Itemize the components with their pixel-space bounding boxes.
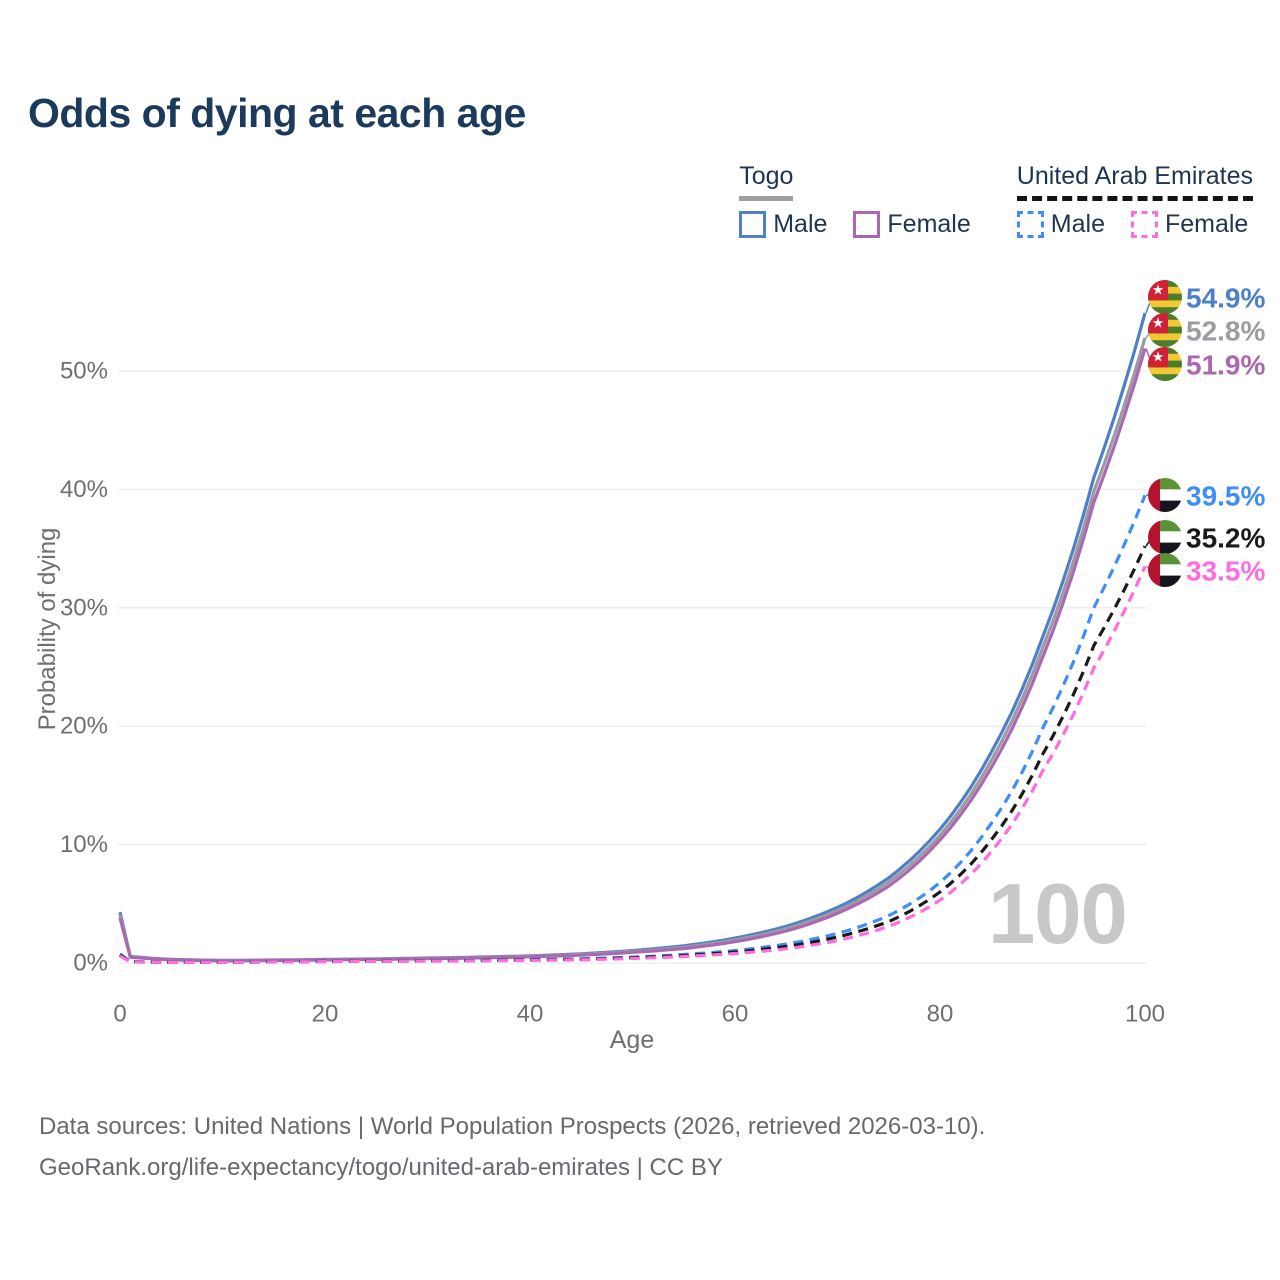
legend-item-togo-female[interactable]: Female bbox=[853, 210, 971, 239]
flag-icon-togo: ★ bbox=[1148, 280, 1182, 314]
legend-label: Female bbox=[887, 210, 971, 238]
footer-sources-line: Data sources: United Nations | World Pop… bbox=[39, 1113, 986, 1140]
legend-header-uae: United Arab Emirates bbox=[1016, 162, 1253, 201]
end-value-label-togo-female: 51.9% bbox=[1186, 350, 1265, 381]
end-value-label-togo-both: 52.8% bbox=[1186, 316, 1265, 347]
x-tick-label: 100 bbox=[1125, 1001, 1165, 1028]
footer-attribution-line: GeoRank.org/life-expectancy/togo/united-… bbox=[39, 1154, 723, 1181]
uae-female-swatch-icon bbox=[1130, 211, 1158, 238]
end-value-label-togo-male: 54.9% bbox=[1186, 283, 1265, 314]
series-line-uae-female bbox=[119, 565, 1147, 964]
y-tick-label: 0% bbox=[73, 950, 108, 977]
svg-text:★: ★ bbox=[1152, 316, 1165, 332]
legend-label: Female bbox=[1164, 210, 1249, 238]
legend-label: Male bbox=[1050, 210, 1105, 238]
legend-items-togo: Male Female bbox=[739, 210, 971, 239]
x-axis-title: Age bbox=[609, 1026, 655, 1054]
legend-group-togo: Togo Male Female bbox=[739, 162, 971, 239]
page-title: Odds of dying at each age bbox=[28, 90, 526, 136]
y-tick-label: 50% bbox=[60, 358, 108, 385]
end-value-label-uae-both: 35.2% bbox=[1186, 523, 1265, 554]
legend-items-uae: Male Female bbox=[1016, 210, 1253, 239]
legend-label: Male bbox=[773, 210, 828, 238]
series-line-uae-male bbox=[119, 494, 1147, 964]
legend: Togo Male Female United Arab Emirates Ma… bbox=[739, 162, 1253, 239]
y-axis-title: Probability of dying bbox=[34, 527, 61, 731]
age-watermark: 100 bbox=[988, 867, 1128, 962]
uae-male-swatch-icon bbox=[1016, 211, 1044, 238]
flag-icon-uae bbox=[1148, 478, 1182, 512]
togo-female-swatch-icon bbox=[853, 211, 881, 238]
svg-text:★: ★ bbox=[1152, 283, 1165, 299]
series-line-togo-both bbox=[118, 337, 1147, 963]
x-tick-label: 0 bbox=[113, 1001, 126, 1028]
togo-male-swatch-icon bbox=[739, 211, 767, 238]
series-line-togo-male bbox=[118, 312, 1147, 962]
y-tick-label: 30% bbox=[60, 594, 108, 621]
flag-icon-uae bbox=[1148, 553, 1182, 587]
flag-icon-togo: ★ bbox=[1148, 347, 1182, 381]
legend-group-uae: United Arab Emirates Male Female bbox=[1016, 162, 1253, 239]
end-value-label-uae-male: 39.5% bbox=[1186, 481, 1265, 512]
footer: Data sources: United Nations | World Pop… bbox=[39, 1106, 985, 1188]
legend-item-uae-male[interactable]: Male bbox=[1016, 210, 1105, 239]
y-tick-label: 10% bbox=[60, 831, 108, 858]
end-value-label-uae-female: 33.5% bbox=[1186, 556, 1265, 587]
x-tick-label: 20 bbox=[312, 1001, 339, 1028]
x-tick-label: 60 bbox=[722, 1001, 749, 1028]
x-tick-label: 40 bbox=[517, 1001, 544, 1028]
flag-icon-uae bbox=[1148, 520, 1182, 554]
svg-text:★: ★ bbox=[1152, 350, 1165, 366]
legend-item-togo-male[interactable]: Male bbox=[739, 210, 827, 239]
legend-item-uae-female[interactable]: Female bbox=[1130, 210, 1249, 239]
legend-header-togo: Togo bbox=[739, 162, 794, 201]
series-line-togo-female bbox=[118, 348, 1147, 963]
flag-icon-togo: ★ bbox=[1148, 313, 1182, 347]
y-tick-label: 20% bbox=[60, 713, 108, 740]
y-tick-label: 40% bbox=[60, 476, 108, 503]
x-tick-label: 80 bbox=[927, 1001, 954, 1028]
